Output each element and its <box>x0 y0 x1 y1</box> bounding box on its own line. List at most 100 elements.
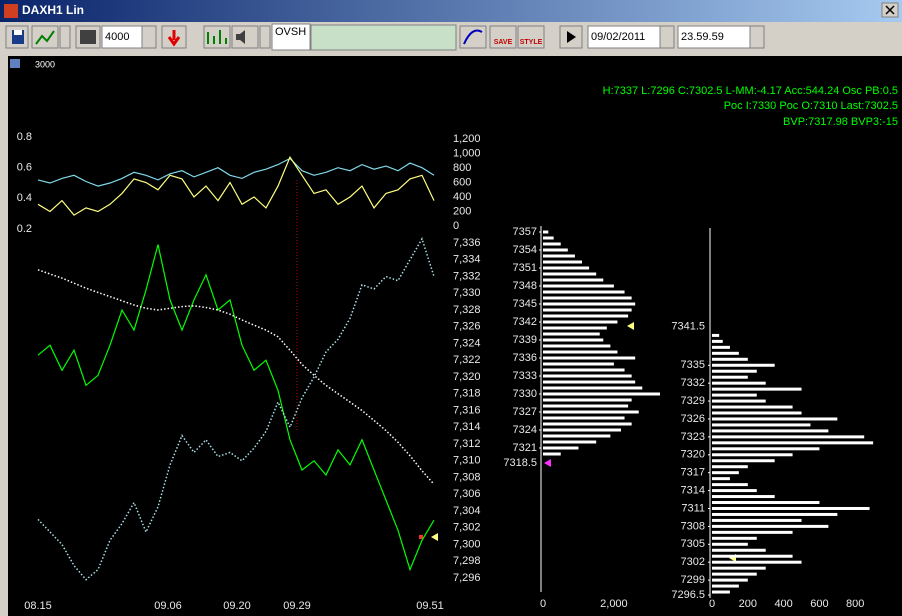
volume-bar <box>712 542 748 546</box>
y2-tick-label: 0 <box>453 220 459 232</box>
volume-bar <box>543 380 636 384</box>
volume-bar <box>712 501 820 505</box>
volume-bar <box>543 452 561 456</box>
volume-bar <box>712 339 723 343</box>
quantity-input[interactable] <box>101 25 143 49</box>
x-tick-label: 400 <box>774 598 792 610</box>
symbol-value: OVSH <box>275 26 306 38</box>
volume-bar <box>712 530 793 534</box>
volume-bar <box>712 518 802 522</box>
volume-bar <box>712 483 748 487</box>
volume-bar <box>543 266 590 270</box>
x-tick-label: 09.51 <box>416 600 444 612</box>
volume-bar <box>543 254 575 258</box>
y-tick-label: 7,306 <box>453 488 481 500</box>
quantity-value: 4000 <box>105 31 129 43</box>
volume-bar <box>712 381 766 385</box>
volume-bar <box>712 357 748 361</box>
marker-label: 7318.5 <box>503 457 537 469</box>
date-dropdown[interactable] <box>659 25 675 49</box>
price-label: 7357 <box>513 226 537 238</box>
volume-bar <box>543 260 582 264</box>
price-label: 7305 <box>681 538 705 550</box>
volume-bar <box>712 495 775 499</box>
volume-bar <box>543 422 632 426</box>
series-line <box>37 157 435 187</box>
y-tick-label: 7,304 <box>453 505 481 517</box>
info-line: BVP:7317.98 BVP3:-15 <box>783 116 898 128</box>
volume-bar <box>543 386 643 390</box>
price-label: 7351 <box>513 262 537 274</box>
x-tick-label: 800 <box>846 598 864 610</box>
volume-bar <box>543 296 632 300</box>
volume-bar <box>712 524 829 528</box>
y-tick-label: 7,316 <box>453 404 481 416</box>
volume-bar <box>543 350 618 354</box>
x-tick-label: 09.20 <box>223 600 251 612</box>
volume-bar <box>543 368 625 372</box>
y-tick-label: 7,320 <box>453 371 481 383</box>
symbol-input[interactable] <box>271 23 311 51</box>
volume-bar <box>543 326 607 330</box>
time-spin[interactable] <box>749 25 765 49</box>
volume-bar <box>712 566 766 570</box>
sound-dropdown[interactable] <box>259 25 271 49</box>
window-title: DAXH1 Lin <box>22 3 84 17</box>
volume-bar <box>543 392 660 396</box>
price-label: 7314 <box>681 484 705 496</box>
indicator-button[interactable] <box>459 25 487 49</box>
volume-bar <box>712 465 748 469</box>
volume-bar <box>712 512 838 516</box>
volume-bar <box>712 572 757 576</box>
y-tick-label: 7,334 <box>453 254 481 266</box>
y-tick-label: 7,332 <box>453 270 481 282</box>
volume-bar <box>712 429 829 433</box>
style-button[interactable] <box>517 25 545 49</box>
window-close[interactable] <box>881 2 899 18</box>
last-marker <box>431 533 438 541</box>
volume-bar <box>712 578 748 582</box>
volume-bar <box>543 356 636 360</box>
volume-bar <box>712 506 870 510</box>
price-label: 7345 <box>513 298 537 310</box>
volume-bar <box>543 374 632 378</box>
volume-bar <box>543 416 625 420</box>
save-style-button[interactable] <box>489 25 517 49</box>
volume-bar <box>712 489 757 493</box>
series-line <box>37 244 435 572</box>
price-label: 7296.5 <box>671 589 705 601</box>
volume-bar <box>543 338 604 342</box>
y2-tick-label: 1,200 <box>453 133 481 145</box>
y2-tick-label: 200 <box>453 205 471 217</box>
y2-tick-label: 800 <box>453 162 471 174</box>
y-tick-label: 0.8 <box>17 131 32 143</box>
volume-bar <box>543 398 632 402</box>
volume-bar <box>712 375 748 379</box>
price-label: 7302 <box>681 556 705 568</box>
y2-tick-label: 1,000 <box>453 147 481 159</box>
y-tick-label: 7,314 <box>453 421 481 433</box>
volume-bar <box>712 345 730 349</box>
quantity-spin[interactable] <box>141 25 157 49</box>
price-label: 7324 <box>513 424 537 436</box>
price-label: 7348 <box>513 280 537 292</box>
time-input[interactable] <box>677 25 751 49</box>
status-field <box>310 24 457 51</box>
price-label: 7332 <box>681 377 705 389</box>
chart-button[interactable] <box>31 25 59 49</box>
price-label: 7339 <box>513 334 537 346</box>
bars-button[interactable] <box>203 25 231 49</box>
volume-bar <box>543 242 561 246</box>
volume-bar <box>543 284 614 288</box>
price-label: 7311 <box>681 502 705 514</box>
volume-bar <box>712 459 775 463</box>
price-label: 7321 <box>513 442 537 454</box>
volume-bar <box>543 362 614 366</box>
volume-bar <box>712 584 739 588</box>
date-input[interactable] <box>587 25 661 49</box>
app-icon <box>4 4 18 18</box>
x-tick-label: 0 <box>709 598 715 610</box>
volume-bar <box>543 272 597 276</box>
volume-bar <box>543 440 597 444</box>
chart-dropdown[interactable] <box>59 25 71 49</box>
